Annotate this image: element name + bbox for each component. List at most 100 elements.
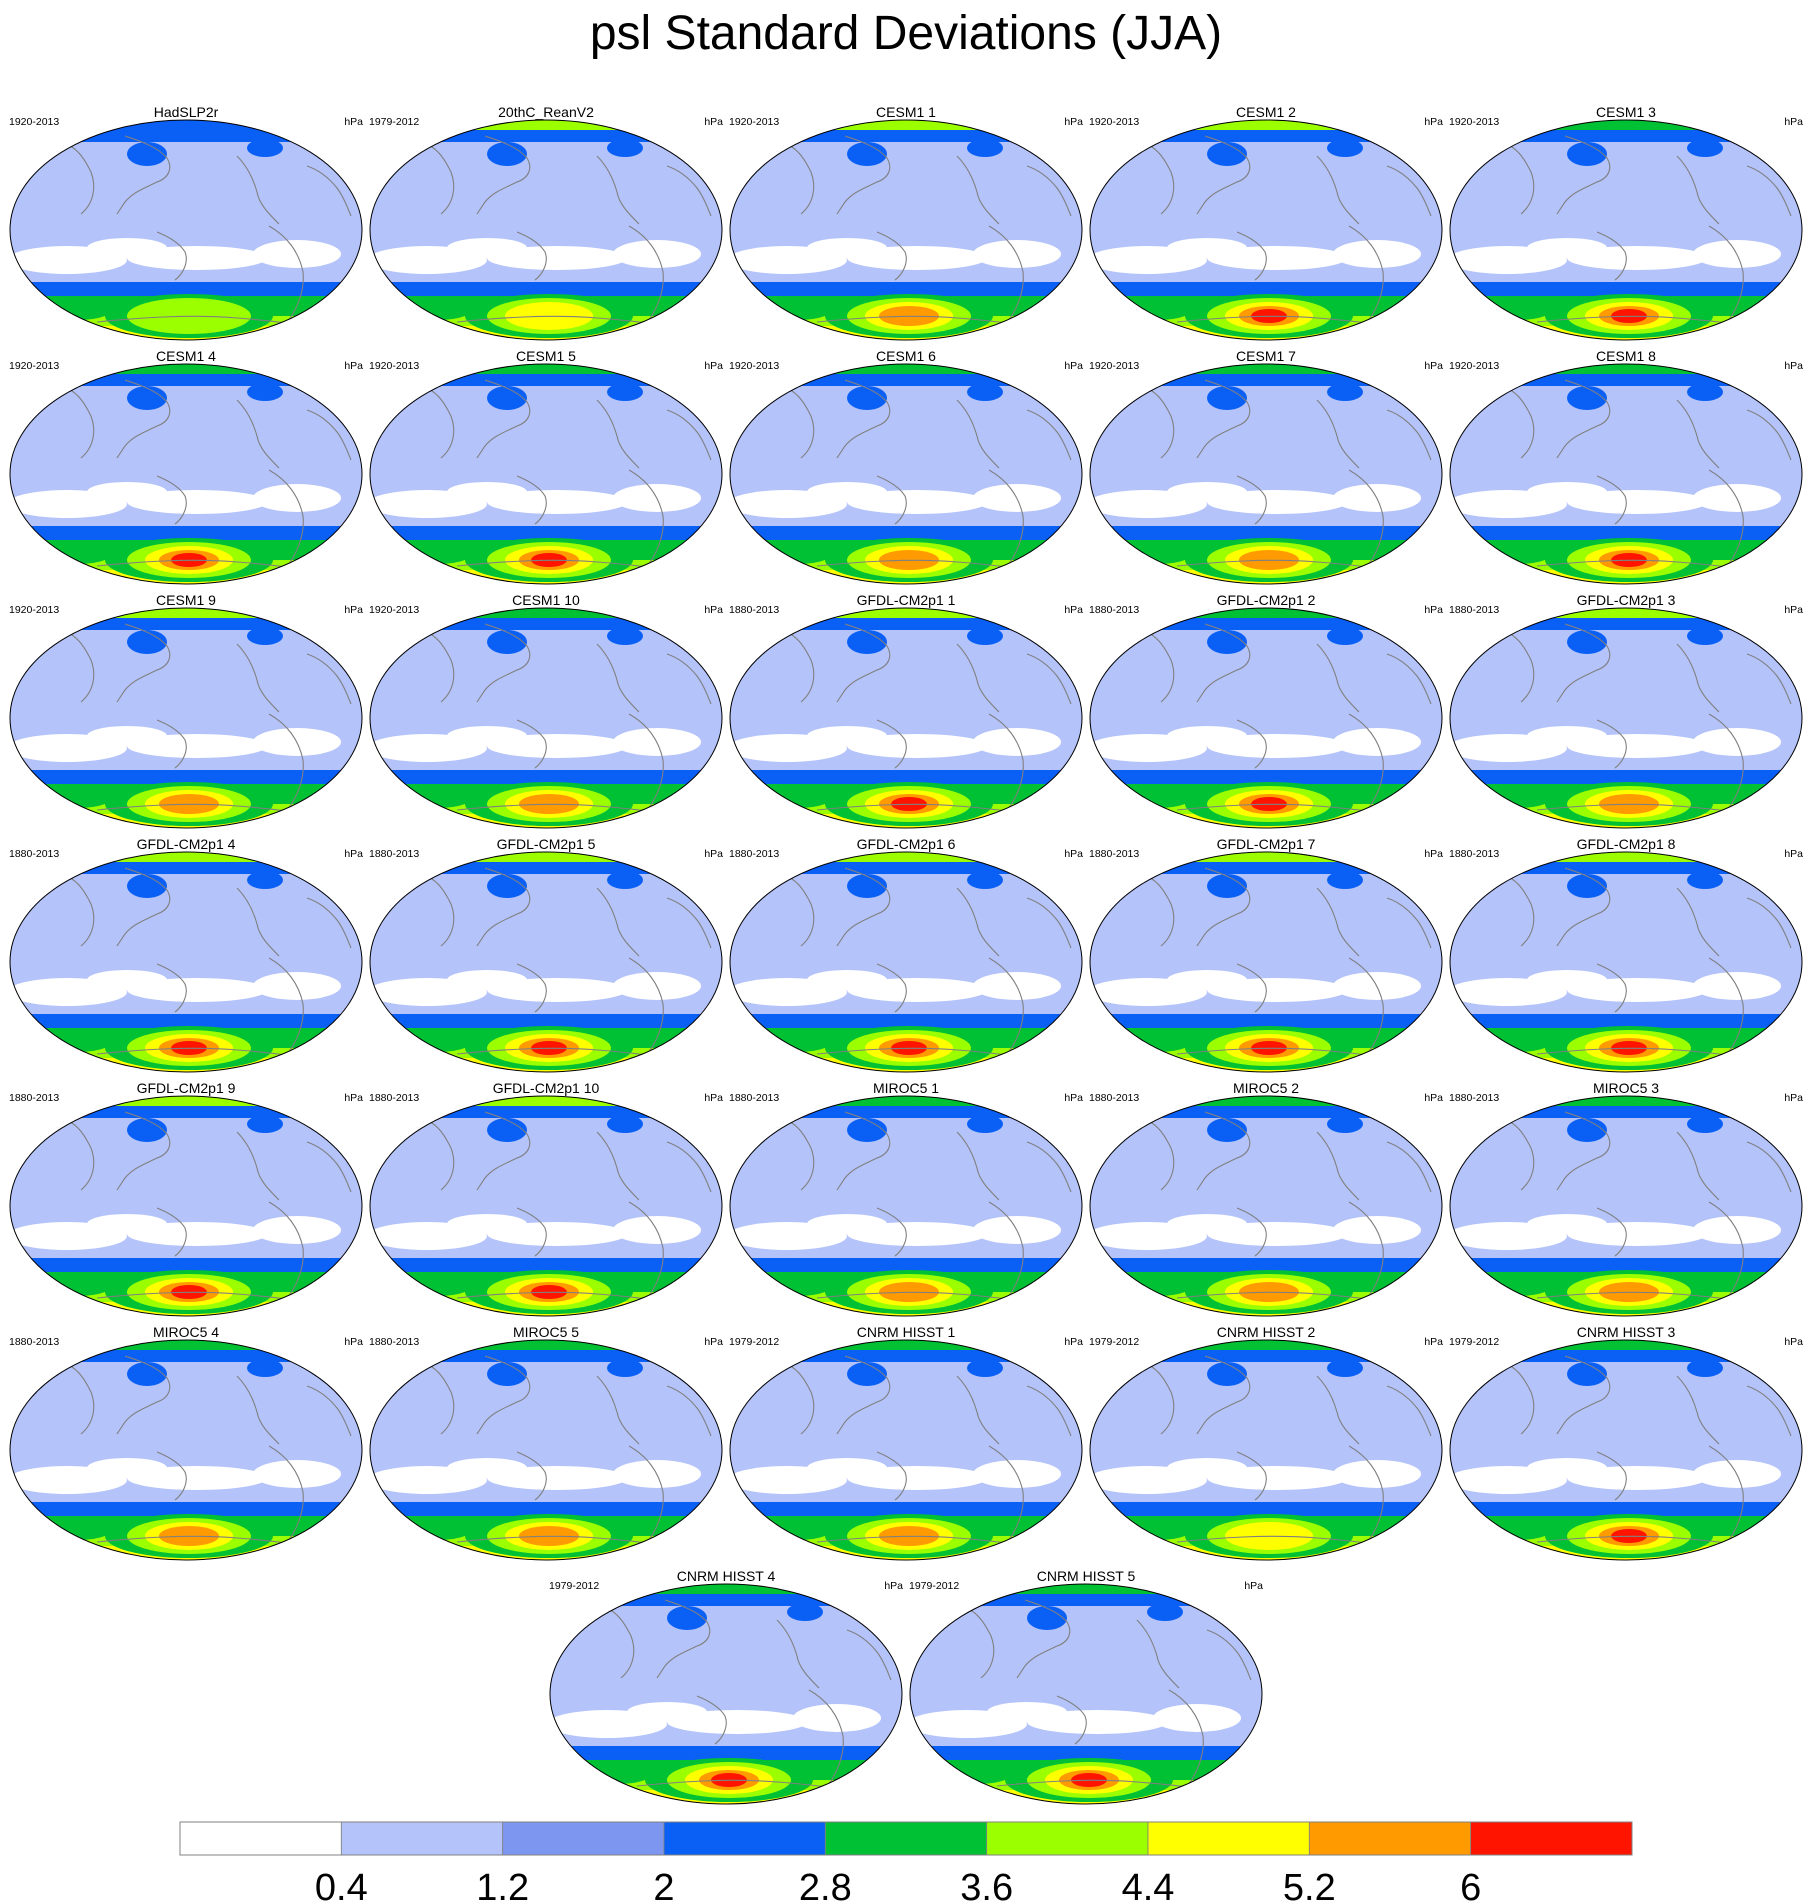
panel-period: 1880-2013: [9, 1336, 59, 1348]
panel-title: GFDL-CM2p1 10: [493, 1080, 600, 1096]
panel-title: CNRM HISST 2: [1217, 1324, 1316, 1340]
panel-units: hPa: [1424, 116, 1443, 128]
panel-units: hPa: [884, 1580, 903, 1592]
map-panel: GFDL-CM2p1 10 1880-2013 hPa: [369, 1080, 723, 1317]
panel-period: 1880-2013: [729, 604, 779, 616]
panel-units: hPa: [344, 116, 363, 128]
map-panel: MIROC5 1 1880-2013 hPa: [729, 1080, 1083, 1317]
field-layer: [550, 1584, 902, 1804]
map-boundary: [1449, 607, 1803, 829]
panel-period: 1880-2013: [1089, 1092, 1139, 1104]
field-layer: [10, 1340, 362, 1560]
colorbar-swatch: [663, 1821, 826, 1856]
map-panel: GFDL-CM2p1 7 1880-2013 hPa: [1089, 836, 1443, 1073]
map-panel: MIROC5 4 1880-2013 hPa: [9, 1324, 363, 1561]
field-layer: [730, 852, 1082, 1072]
map-boundary: [729, 363, 1083, 585]
panel-units: hPa: [1784, 1336, 1803, 1348]
map-panel: GFDL-CM2p1 6 1880-2013 hPa: [729, 836, 1083, 1073]
field-layer: [1450, 120, 1802, 340]
map-panel: GFDL-CM2p1 9 1880-2013 hPa: [9, 1080, 363, 1317]
panel-period: 1920-2013: [729, 360, 779, 372]
map-panel: CNRM HISST 3 1979-2012 hPa: [1449, 1324, 1803, 1561]
map-boundary: [1449, 1095, 1803, 1317]
map-panel: CNRM HISST 2 1979-2012 hPa: [1089, 1324, 1443, 1561]
map-boundary: [729, 1095, 1083, 1317]
panel-units: hPa: [1064, 848, 1083, 860]
panel-units: hPa: [344, 360, 363, 372]
colorbar-swatch: [986, 1821, 1149, 1856]
panel-period: 1880-2013: [1449, 848, 1499, 860]
map-boundary: [369, 851, 723, 1073]
field-layer: [730, 608, 1082, 828]
panel-period: 1979-2012: [909, 1580, 959, 1592]
map-boundary: [369, 363, 723, 585]
colorbar-swatch: [502, 1821, 665, 1856]
field-layer: [1090, 1096, 1442, 1316]
map-panel: GFDL-CM2p1 4 1880-2013 hPa: [9, 836, 363, 1073]
map-boundary: [369, 119, 723, 341]
field-layer: [370, 120, 722, 340]
panel-title: MIROC5 1: [873, 1080, 939, 1096]
panel-period: 1979-2012: [549, 1580, 599, 1592]
panel-period: 1880-2013: [1089, 604, 1139, 616]
panel-units: hPa: [1424, 848, 1443, 860]
panel-units: hPa: [344, 1092, 363, 1104]
map-boundary: [369, 1339, 723, 1561]
field-layer: [10, 120, 362, 340]
field-layer: [1090, 120, 1442, 340]
map-panel: CESM1 8 1920-2013 hPa: [1449, 348, 1803, 585]
panel-units: hPa: [344, 604, 363, 616]
colorbar-tick-label: 1.2: [476, 1867, 529, 1904]
map-panel: CNRM HISST 4 1979-2012 hPa: [549, 1568, 903, 1805]
panel-period: 1920-2013: [369, 604, 419, 616]
panel-title: GFDL-CM2p1 5: [497, 836, 596, 852]
panel-period: 1920-2013: [729, 116, 779, 128]
panel-title: CNRM HISST 3: [1577, 1324, 1676, 1340]
map-boundary: [1089, 1339, 1443, 1561]
panel-units: hPa: [1064, 604, 1083, 616]
colorbar-tick-label: 6: [1460, 1867, 1481, 1904]
panel-period: 1979-2012: [1449, 1336, 1499, 1348]
panel-period: 1920-2013: [9, 116, 59, 128]
panel-units: hPa: [1784, 604, 1803, 616]
panel-title: GFDL-CM2p1 2: [1217, 592, 1316, 608]
map-boundary: [729, 119, 1083, 341]
map-boundary: [1089, 1095, 1443, 1317]
panel-period: 1920-2013: [1449, 116, 1499, 128]
map-panel: MIROC5 3 1880-2013 hPa: [1449, 1080, 1803, 1317]
panel-units: hPa: [1424, 1092, 1443, 1104]
panel-title: MIROC5 3: [1593, 1080, 1659, 1096]
panel-units: hPa: [704, 1092, 723, 1104]
field-layer: [10, 1096, 362, 1316]
map-boundary: [9, 607, 363, 829]
colorbar-tick-label: 3.6: [960, 1867, 1013, 1904]
panel-period: 1880-2013: [9, 1092, 59, 1104]
field-layer: [910, 1584, 1262, 1804]
colorbar-tick-label: 2: [653, 1867, 674, 1904]
panel-period: 1920-2013: [369, 360, 419, 372]
field-layer: [1090, 852, 1442, 1072]
panel-period: 1979-2012: [369, 116, 419, 128]
panel-units: hPa: [1784, 848, 1803, 860]
panel-units: hPa: [344, 1336, 363, 1348]
map-panel: MIROC5 5 1880-2013 hPa: [369, 1324, 723, 1561]
map-panel: CESM1 3 1920-2013 hPa: [1449, 104, 1803, 341]
map-panel: GFDL-CM2p1 5 1880-2013 hPa: [369, 836, 723, 1073]
map-boundary: [549, 1583, 903, 1805]
panel-period: 1979-2012: [1089, 1336, 1139, 1348]
map-boundary: [9, 119, 363, 341]
panel-units: hPa: [1784, 116, 1803, 128]
map-boundary: [1449, 851, 1803, 1073]
panel-title: CESM1 10: [512, 592, 580, 608]
colorbar-swatch: [1147, 1821, 1310, 1856]
panel-title: CESM1 7: [1236, 348, 1296, 364]
panel-units: hPa: [1784, 1092, 1803, 1104]
panel-units: hPa: [1424, 1336, 1443, 1348]
panel-units: hPa: [1424, 360, 1443, 372]
panel-units: hPa: [704, 116, 723, 128]
panel-title: CESM1 5: [516, 348, 576, 364]
map-panel: CESM1 5 1920-2013 hPa: [369, 348, 723, 585]
panel-period: 1920-2013: [1089, 116, 1139, 128]
field-layer: [370, 608, 722, 828]
